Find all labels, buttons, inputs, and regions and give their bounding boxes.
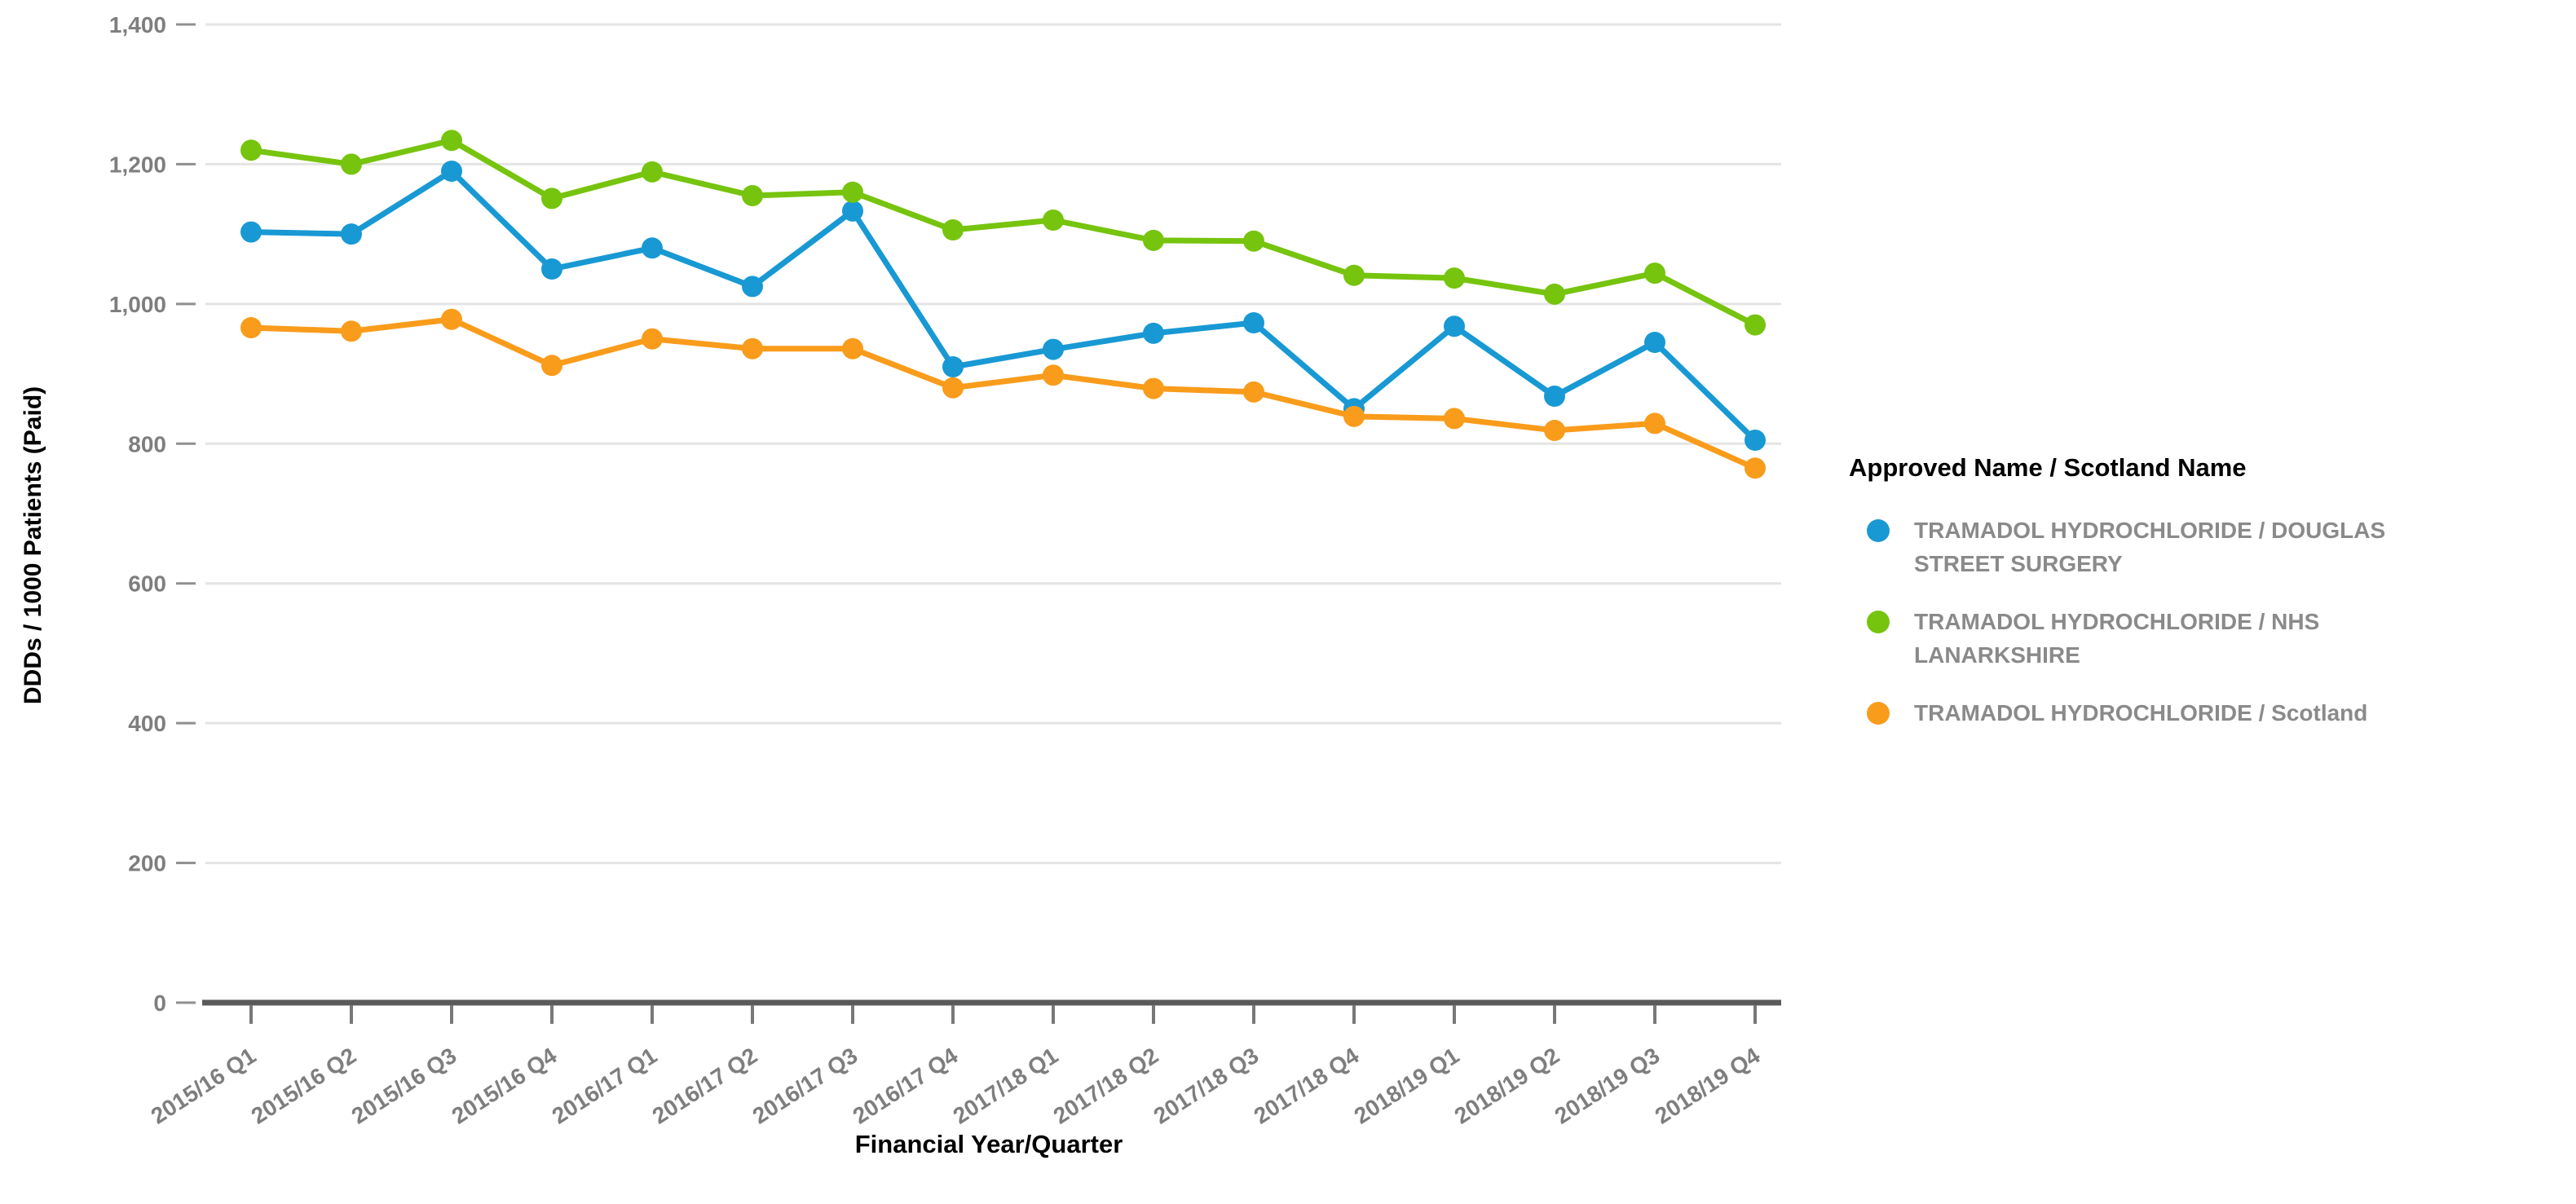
x-tick-label: 2017/18 Q1: [949, 1043, 1063, 1129]
data-point[interactable]: [1043, 209, 1064, 231]
legend-swatch-blue-icon: [1867, 519, 1890, 542]
legend-item-label: TRAMADOL HYDROCHLORIDE / DOUGLAS STREET …: [1914, 518, 2386, 576]
data-point[interactable]: [842, 337, 863, 359]
data-point[interactable]: [1343, 264, 1365, 286]
data-point[interactable]: [1644, 412, 1665, 434]
data-point[interactable]: [541, 187, 562, 209]
data-point[interactable]: [1745, 314, 1766, 336]
y-tick-label: 1,200: [109, 152, 166, 177]
data-point[interactable]: [1444, 315, 1465, 337]
x-tick-label: 2018/19 Q1: [1350, 1043, 1464, 1129]
data-point[interactable]: [1143, 322, 1164, 344]
x-tick-label: 2015/16 Q2: [247, 1043, 361, 1129]
data-point[interactable]: [541, 355, 562, 377]
x-tick-label: 2016/17 Q1: [548, 1043, 662, 1129]
y-tick-label: 400: [128, 711, 166, 736]
series-line-1: [248, 137, 1758, 329]
x-tick-label: 2017/18 Q3: [1149, 1043, 1264, 1129]
y-axis-title: DDDs / 1000 Patients (Paid): [20, 386, 46, 704]
legend-item-label: TRAMADOL HYDROCHLORIDE / Scotland: [1914, 700, 2368, 725]
data-point[interactable]: [1544, 283, 1565, 305]
legend-title: Approved Name / Scotland Name: [1849, 453, 2247, 482]
data-point[interactable]: [341, 153, 362, 175]
data-point[interactable]: [942, 377, 964, 399]
data-point[interactable]: [1243, 381, 1264, 403]
y-tick-label: 600: [128, 571, 166, 597]
data-point[interactable]: [1243, 230, 1264, 252]
x-tick-label: 2015/16 Q1: [147, 1043, 261, 1129]
data-point[interactable]: [1143, 229, 1164, 251]
y-tick-label: 1,000: [109, 292, 166, 317]
data-point[interactable]: [1143, 377, 1164, 399]
data-point[interactable]: [240, 221, 262, 243]
data-point[interactable]: [642, 237, 663, 259]
legend-item-scotland[interactable]: TRAMADOL HYDROCHLORIDE / Scotland: [1849, 696, 2566, 730]
legend-swatch-green-icon: [1867, 611, 1890, 633]
data-point[interactable]: [1644, 262, 1665, 284]
y-tick-label: 0: [153, 990, 166, 1016]
data-point[interactable]: [842, 181, 863, 203]
data-point[interactable]: [942, 356, 964, 377]
x-tick-label: 2017/18 Q4: [1250, 1043, 1364, 1129]
x-tick-label: 2016/17 Q4: [849, 1043, 963, 1129]
series-line-0: [248, 168, 1758, 443]
data-point[interactable]: [1343, 405, 1365, 427]
data-point[interactable]: [1644, 332, 1665, 353]
data-point[interactable]: [742, 337, 763, 359]
data-point[interactable]: [1544, 420, 1565, 441]
data-point[interactable]: [742, 276, 763, 298]
data-point[interactable]: [742, 185, 763, 206]
x-tick-label: 2017/18 Q2: [1049, 1043, 1163, 1129]
data-point[interactable]: [441, 308, 462, 330]
x-tick-label: 2016/17 Q2: [648, 1043, 762, 1129]
data-point[interactable]: [541, 258, 562, 280]
data-point[interactable]: [240, 139, 262, 161]
legend-item-label: TRAMADOL HYDROCHLORIDE / NHS LANARKSHIRE: [1914, 609, 2320, 668]
data-point[interactable]: [1243, 312, 1264, 333]
legend-swatch-orange-icon: [1867, 702, 1890, 725]
y-tick-label: 800: [128, 431, 166, 456]
data-point[interactable]: [1444, 408, 1465, 430]
series-line-2: [248, 316, 1758, 471]
data-point[interactable]: [642, 328, 663, 350]
data-point[interactable]: [642, 161, 663, 183]
x-tick-label: 2018/19 Q3: [1550, 1043, 1665, 1129]
x-axis-title: Financial Year/Quarter: [854, 1130, 1123, 1158]
legend: Approved Name / Scotland Name TRAMADOL H…: [1849, 453, 2566, 754]
data-point[interactable]: [1745, 430, 1766, 451]
data-point[interactable]: [341, 320, 362, 342]
data-point[interactable]: [842, 200, 863, 222]
x-tick-label: 2015/16 Q4: [448, 1043, 562, 1129]
x-tick-label: 2015/16 Q3: [347, 1043, 461, 1129]
x-tick-label: 2016/17 Q3: [748, 1043, 862, 1129]
y-tick-label: 200: [128, 851, 166, 876]
legend-item-nhs-lanarkshire[interactable]: TRAMADOL HYDROCHLORIDE / NHS LANARKSHIRE: [1849, 605, 2566, 672]
data-point[interactable]: [441, 130, 462, 152]
x-tick-label: 2018/19 Q2: [1450, 1043, 1564, 1129]
legend-item-douglas-street-surgery[interactable]: TRAMADOL HYDROCHLORIDE / DOUGLAS STREET …: [1849, 514, 2566, 580]
data-point[interactable]: [1043, 338, 1064, 360]
data-point[interactable]: [341, 223, 362, 245]
data-point[interactable]: [240, 317, 262, 338]
y-tick-label: 1,400: [109, 12, 166, 37]
x-tick-label: 2018/19 Q4: [1651, 1043, 1765, 1129]
data-point[interactable]: [1745, 457, 1766, 479]
data-point[interactable]: [1544, 386, 1565, 407]
data-point[interactable]: [942, 219, 964, 240]
data-point[interactable]: [1444, 267, 1465, 289]
data-point[interactable]: [1043, 364, 1064, 386]
data-point[interactable]: [441, 161, 462, 182]
